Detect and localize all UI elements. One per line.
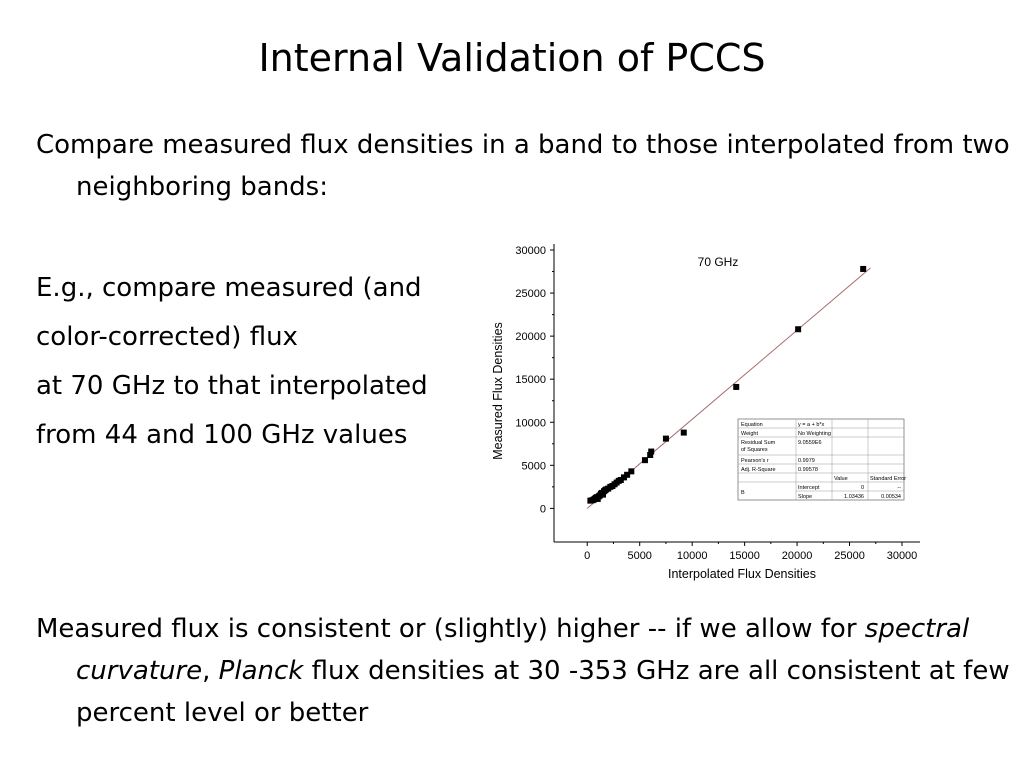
fit-line-group xyxy=(586,267,871,509)
example-line-2: color-corrected) flux xyxy=(36,322,298,352)
x-tick-label: 10000 xyxy=(677,550,708,562)
table-param-name: Intercept xyxy=(798,485,820,491)
table-param-header: Value xyxy=(834,476,848,482)
table-param-header: Standard Error xyxy=(870,476,906,482)
data-point xyxy=(617,476,624,483)
points-group xyxy=(587,265,867,504)
y-tick-label: 20000 xyxy=(515,331,546,343)
table-param-name: Slope xyxy=(798,494,812,500)
table-param-error: -- xyxy=(897,485,901,491)
table-row-label: Adj. R-Square xyxy=(741,467,776,473)
table-row-label: Residual Sum of Squares xyxy=(741,440,776,453)
data-point xyxy=(662,435,669,442)
data-point xyxy=(624,471,631,478)
table-row-value: y = a + b*x xyxy=(798,422,825,428)
data-point xyxy=(680,429,687,436)
table-row-label: Equation xyxy=(741,422,763,428)
y-tick-label: 30000 xyxy=(515,245,546,257)
y-tick-label: 5000 xyxy=(522,460,546,472)
results-table: Equation y = a + b*x Weight No Weighting Res… xyxy=(737,418,906,501)
data-point xyxy=(628,468,635,475)
data-point xyxy=(599,491,606,498)
intro-paragraph: Compare measured flux densities in a ban… xyxy=(36,130,1010,202)
data-point xyxy=(733,383,740,390)
y-axis-label: Measured Flux Densities xyxy=(491,322,505,460)
scatter-chart: 0 5000 10000 15000 20000 25000 30000 0 5000 10000… xyxy=(491,244,920,581)
data-point xyxy=(860,265,867,272)
example-line-3: at 70 GHz to that interpolated xyxy=(36,371,428,401)
y-tick-label: 10000 xyxy=(515,417,546,429)
x-tick-label: 25000 xyxy=(834,550,865,562)
conclusion-text-3: flux densities at 30 -353 GHz are all co… xyxy=(76,656,1010,728)
example-line-4: from 44 and 100 GHz values xyxy=(36,420,408,450)
y-tick-label: 0 xyxy=(540,503,546,515)
data-point xyxy=(620,474,627,481)
data-point xyxy=(647,451,654,458)
conclusion-text-2: , xyxy=(202,656,219,686)
table-param-value: 0 xyxy=(861,485,864,491)
table-row-value: 0.9979 xyxy=(798,458,815,464)
x-tick-label: 20000 xyxy=(782,550,813,562)
y-tick-label: 25000 xyxy=(515,288,546,300)
fit-line xyxy=(586,267,871,509)
data-point xyxy=(641,457,648,464)
table-row-value: No Weighting xyxy=(798,431,831,437)
x-tick-label: 15000 xyxy=(729,550,760,562)
conclusion-paragraph: Measured flux is consistent or (slightly… xyxy=(36,608,1024,734)
results-table-frame xyxy=(737,418,905,501)
table-row-value: 0.99578 xyxy=(798,467,818,473)
x-axis-label: Interpolated Flux Densities xyxy=(668,567,816,581)
slide-title: Internal Validation of PCCS xyxy=(258,36,766,80)
table-param-error: 0.00534 xyxy=(881,494,901,500)
conclusion-text-1: Measured flux is consistent or (slightly… xyxy=(36,614,865,644)
example-paragraph: E.g., compare measured (and color-correc… xyxy=(36,264,476,460)
conclusion-italic-2: Planck xyxy=(218,656,304,686)
chart-title: 70 GHz xyxy=(698,255,739,269)
x-tick-label: 30000 xyxy=(887,550,918,562)
conclusion-italic-1: spectral curvature xyxy=(76,614,970,686)
data-point xyxy=(795,326,802,333)
table-row-label: Weight xyxy=(741,431,758,437)
table-param-value: 1.03436 xyxy=(844,494,864,500)
y-tick-label: 15000 xyxy=(515,374,546,386)
example-line-1: E.g., compare measured (and xyxy=(36,273,422,303)
data-point xyxy=(648,448,655,455)
x-tick-label: 5000 xyxy=(627,550,651,562)
table-row-label: Pearson's r xyxy=(741,458,769,464)
table-row-value: 9.0559E6 xyxy=(798,440,822,446)
axes-group: 0 5000 10000 15000 20000 25000 30000 0 5000 10000… xyxy=(515,244,920,562)
table-param-group: B xyxy=(741,490,745,496)
x-tick-label: 0 xyxy=(584,550,590,562)
